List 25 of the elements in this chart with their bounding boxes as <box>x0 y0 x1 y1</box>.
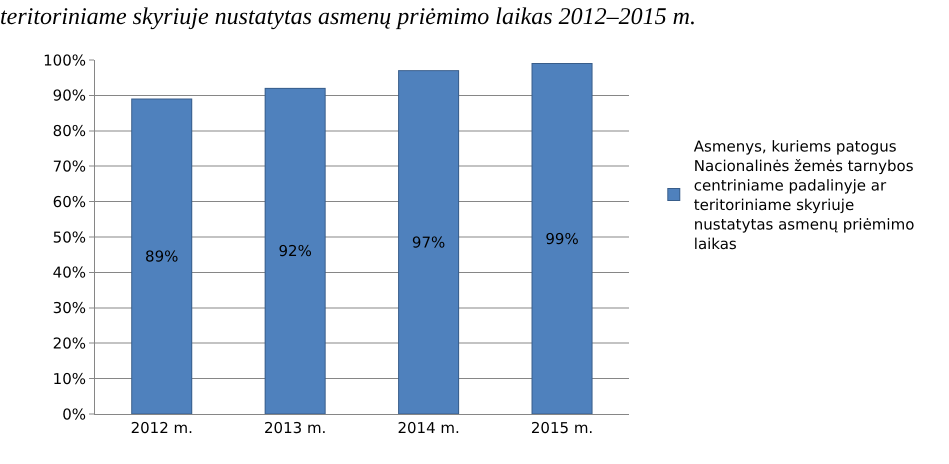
y-tick-label: 90% <box>52 86 86 105</box>
y-tick-label: 20% <box>52 334 86 352</box>
bar <box>532 63 593 414</box>
y-tick-label: 40% <box>52 264 86 282</box>
data-label: 99% <box>545 230 579 248</box>
y-tick-label: 100% <box>43 51 86 70</box>
y-tick-label: 60% <box>52 192 86 211</box>
bar <box>131 98 192 414</box>
y-tick-label: 70% <box>52 157 86 176</box>
data-label: 89% <box>145 247 178 266</box>
y-tick-label: 30% <box>52 299 86 318</box>
y-tick-label: 80% <box>52 122 86 140</box>
bar <box>264 88 326 414</box>
x-tick-label: 2013 m. <box>264 419 326 437</box>
y-tick-label: 50% <box>52 228 86 246</box>
x-tick-label: 2015 m. <box>530 419 594 437</box>
legend-label: Asmenys, kuriems patogus Nacionalinės žemės tarnybos centriniame padalinyje ar teritoriniame skyriuje nustatytas asmenų priėmimo laikas <box>694 138 914 254</box>
x-tick-label: 2014 m. <box>397 419 460 437</box>
y-tick-label: 0% <box>62 405 86 424</box>
data-label: 97% <box>412 233 446 252</box>
chart-title: teritoriniame skyriuje nustatytas asmenų priėmimo laikas 2012–2015 m. <box>0 4 696 30</box>
x-tick-label: 2012 m. <box>130 419 193 437</box>
bar <box>398 70 460 414</box>
data-label: 92% <box>278 242 312 260</box>
y-tick-label: 10% <box>52 370 86 388</box>
